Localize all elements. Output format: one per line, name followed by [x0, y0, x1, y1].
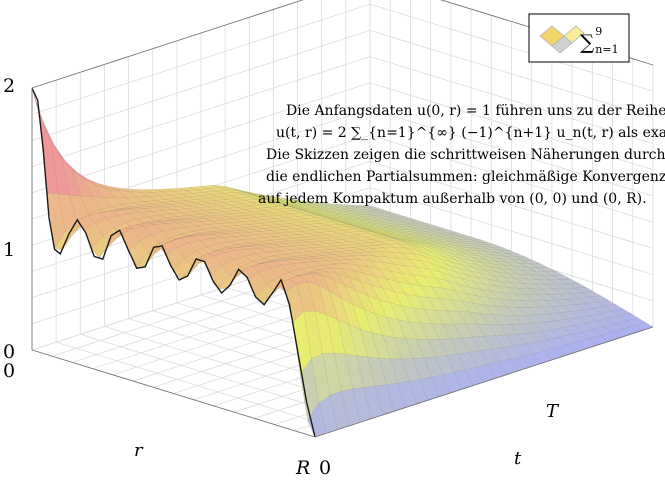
legend-label: ∑9 n=1	[580, 25, 619, 56]
z-tick-1: 1	[3, 239, 15, 261]
r-axis-label: r	[134, 440, 144, 461]
legend-swatch-icon	[539, 25, 585, 54]
wall-tT-gridline	[369, 187, 654, 275]
wall-tT-gridline	[369, 56, 654, 144]
r-tick-0: 0	[3, 360, 15, 382]
legend-sub: n=1	[595, 43, 618, 56]
wall-tT-gridline	[369, 3, 654, 92]
t-tick-0: 0	[319, 457, 331, 479]
wall-tT-gridline	[369, 108, 654, 197]
axis-line	[314, 326, 654, 438]
z-tick-2: 2	[3, 75, 15, 97]
axis-line	[31, 0, 304, 89]
wall-tT-gridline	[369, 82, 654, 171]
wall-r0-gridline	[31, 3, 371, 115]
t-end-label: T	[546, 401, 560, 422]
annotation-line-5: auf jedem Kompaktum außerhalb von (0, 0)…	[258, 191, 647, 207]
initial-edge-curve	[31, 87, 316, 438]
annotation-box: Die Anfangsdaten u(0, r) = 1 führen uns …	[258, 103, 665, 207]
legend-sigma: ∑	[580, 30, 595, 54]
annotation-line-1: Die Anfangsdaten u(0, r) = 1 führen uns …	[286, 103, 665, 119]
wall-tT-gridline	[369, 134, 654, 223]
edge-curve	[31, 87, 316, 438]
wall-tT-gridline	[369, 161, 654, 249]
wall-tT-gridline	[369, 30, 654, 118]
legend-sup: 9	[595, 25, 602, 38]
t-axis-label: t	[514, 448, 522, 469]
annotation-line-4: die endlichen Partialsummen: gleichmäßig…	[266, 169, 665, 185]
axis-line	[31, 349, 316, 438]
wall-r0-gridline	[31, 30, 371, 141]
surface-mesh	[31, 87, 654, 438]
wall-r0-gridline	[31, 56, 371, 167]
annotation-line-2: u(t, r) = 2 ∑_{n=1}^{∞} (−1)^{n+1} u_n(t…	[276, 125, 665, 141]
legend: ∑9 n=1	[528, 13, 630, 63]
floor-gridline	[56, 341, 340, 430]
r-tick-R: R	[295, 457, 310, 479]
annotation-line-3: Die Skizzen zeigen die schrittweisen Näh…	[266, 147, 665, 163]
z-tick-0: 0	[3, 341, 15, 363]
wall-r0-gridline	[31, 82, 371, 194]
